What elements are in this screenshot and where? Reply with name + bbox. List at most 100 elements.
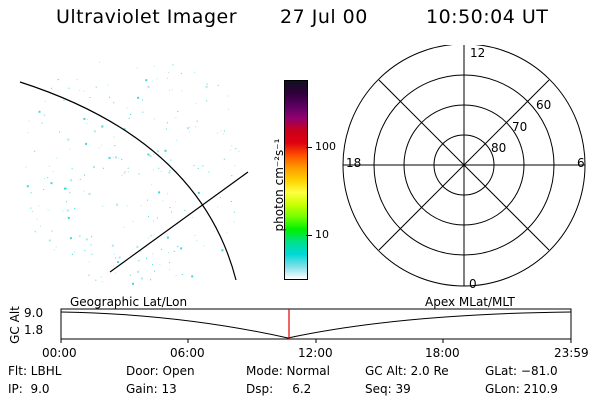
speckle (170, 159, 172, 161)
speckle (123, 173, 125, 174)
speckle (83, 117, 86, 120)
speckle (52, 171, 54, 173)
speckle (147, 199, 148, 201)
speckle (169, 262, 171, 264)
speckle (150, 235, 152, 237)
speckle (151, 184, 153, 186)
speckle (51, 87, 53, 89)
polar-lat-label-60: 60 (536, 98, 552, 112)
speckle (71, 168, 73, 170)
speckle (101, 281, 103, 283)
speckle (156, 149, 158, 151)
speckle (217, 206, 219, 208)
speckle (118, 157, 120, 159)
instrument-title: Ultraviolet Imager (56, 6, 238, 28)
speckle (114, 272, 116, 274)
colorbar-tick-label-100: 100 (315, 140, 336, 153)
timeline-left-title: Geographic Lat/Lon (70, 295, 188, 309)
speckle (43, 114, 45, 116)
speckle (222, 133, 224, 135)
speckle (162, 200, 164, 202)
speckle (169, 169, 171, 171)
speckle (194, 234, 196, 236)
speckle (79, 89, 81, 91)
speckle (51, 230, 53, 232)
speckle (147, 85, 150, 88)
speckle (238, 150, 240, 152)
speckle (109, 96, 110, 98)
speckle (175, 274, 177, 276)
speckle (111, 244, 114, 247)
speckle (68, 87, 70, 89)
speckle (233, 211, 235, 213)
speckle (115, 156, 118, 159)
timeline-right-title: Apex MLat/MLT (425, 295, 515, 309)
speckle (189, 126, 191, 128)
speckle (132, 282, 134, 285)
speckle (102, 167, 104, 169)
speckle (53, 249, 55, 251)
speckle (195, 103, 197, 105)
speckle (138, 173, 140, 175)
speckle (137, 270, 140, 273)
geographic-longitude-line (109, 171, 249, 273)
speckle (177, 110, 179, 112)
speckle (167, 77, 168, 79)
speckle (113, 102, 115, 104)
colorbar (284, 80, 308, 280)
polar-lat-label-80: 80 (491, 141, 507, 155)
speckle (74, 251, 76, 253)
speckle (117, 261, 120, 264)
speckle (25, 166, 27, 168)
speckle (151, 80, 153, 82)
speckle (90, 244, 92, 246)
speckle (231, 175, 233, 177)
speckle (48, 239, 51, 242)
speckle (88, 192, 91, 195)
speckle (44, 178, 46, 180)
speckle (191, 275, 194, 278)
speckle (159, 263, 161, 265)
speckle (157, 150, 160, 153)
speckle (205, 85, 208, 88)
polar-label-bottom: 0 (469, 277, 477, 291)
speckle (150, 279, 152, 281)
speckle (169, 90, 170, 92)
speckle (48, 165, 50, 167)
speckle (196, 120, 198, 122)
speckle (168, 72, 170, 73)
xtick-label-0000: 00:00 (42, 346, 77, 360)
speckle (92, 166, 95, 169)
speckle (66, 209, 69, 212)
speckle (55, 246, 57, 248)
speckle (69, 148, 71, 150)
timeline-yaxis-label: GC Alt (7, 306, 22, 344)
speckle (227, 95, 229, 97)
speckle (140, 205, 142, 207)
speckle (83, 190, 85, 192)
speckle (194, 72, 196, 74)
speckle (88, 274, 90, 276)
speckle (171, 211, 173, 213)
speckle (153, 169, 154, 171)
speckle (28, 120, 30, 122)
speckle (30, 207, 32, 209)
colorbar-tick-100 (306, 147, 312, 148)
speckle (115, 257, 116, 259)
speckle (99, 61, 101, 63)
speckle (177, 245, 179, 247)
speckle (67, 216, 70, 219)
speckle (168, 252, 169, 254)
speckle (171, 89, 173, 91)
speckle (95, 86, 97, 88)
info-glat: GLat: −81.0 (485, 364, 558, 378)
speckle (153, 220, 154, 222)
speckle (62, 210, 64, 212)
speckle (65, 188, 67, 189)
speckle (113, 136, 115, 138)
speckle (26, 185, 29, 188)
speckle (167, 193, 169, 195)
speckle (86, 123, 88, 125)
speckle (235, 148, 237, 150)
speckle (142, 99, 143, 101)
